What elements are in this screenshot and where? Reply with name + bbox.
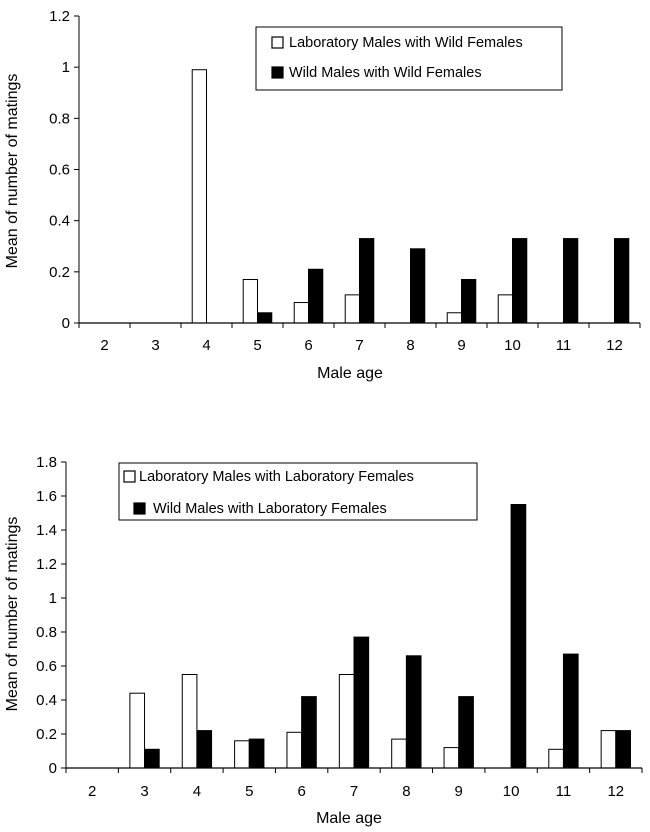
chart-top-legend-swatch-wild [271,66,284,79]
chart-bottom-y-tick-label: 0 [49,760,57,777]
chart-bottom-y-tick-label: 1.6 [36,488,57,505]
chart-bottom-legend-label-lab: Laboratory Males with Laboratory Females [139,469,414,485]
chart-bottom-x-tick-label: 8 [402,783,410,800]
chart-top-x-tick-label: 9 [457,337,465,354]
chart-top-bar-wild-age-5 [257,312,273,324]
chart-bottom-x-tick-label: 9 [455,783,463,800]
chart-bottom-bar-wild-age-6 [301,696,317,769]
chart-top-bar-wild-age-11 [563,238,579,324]
chart-bottom-y-tick-label: 1 [49,590,57,607]
chart-bottom-bar-lab-age-9 [443,747,460,769]
chart-bottom-x-tick-label: 6 [297,783,305,800]
chart-top-y-axis-label: Mean of number of matings [4,74,21,269]
chart-bottom-bar-wild-age-5 [248,738,265,769]
chart-bottom-x-tick-label: 11 [556,783,572,800]
chart-bottom-y-tick-label: 0.6 [36,658,57,675]
chart-bottom-bar-wild-age-10 [510,504,527,769]
chart-bottom-bar-lab-age-6 [286,731,303,769]
chart-top-y-tick-label: 0 [62,315,70,332]
chart-top-x-tick-label: 6 [304,337,312,354]
chart-bottom-bar-lab-age-11 [548,748,564,769]
chart-top-bar-lab-age-9 [446,312,463,324]
chart-top-bar-wild-age-12 [614,238,630,324]
chart-top-bar-lab-age-5 [242,279,259,324]
chart-bottom-y-axis-label: Mean of number of matings [4,517,21,712]
chart-bottom-y-tick-label: 0.8 [36,624,57,641]
chart-bottom-bar-wild-age-12 [615,730,631,769]
chart-bottom-legend-swatch-lab [123,470,136,483]
chart-bottom-x-axis-label: Male age [316,810,382,827]
chart-bottom-bar-lab-age-8 [391,738,407,769]
chart-top-y-tick-label: 0.8 [49,110,70,127]
chart-top: Mean of number of matings Male age 00.20… [4,8,641,382]
chart-top-x-tick-label: 5 [253,337,261,354]
chart-top-y-tick-label: 0.4 [49,213,70,230]
chart-bottom-bar-lab-age-12 [600,730,617,769]
chart-bottom-bar-wild-age-7 [353,636,370,769]
chart-bottom-bar-wild-age-9 [458,696,474,769]
chart-bottom-bar-wild-age-4 [196,730,213,769]
chart-top-x-tick-label: 11 [556,337,572,354]
chart-bottom-bar-lab-age-5 [234,740,250,769]
chart-bottom-bar-lab-age-7 [338,674,355,769]
chart-bottom-x-tick-label: 10 [503,783,520,800]
chart-top-bar-wild-age-8 [410,248,426,324]
chart-bottom-x-tick-label: 5 [245,783,253,800]
chart-bottom-bar-wild-age-11 [562,653,579,769]
chart-top-x-tick-label: 8 [406,337,414,354]
chart-bottom-y-tick-label: 0.4 [36,692,57,709]
chart-top-y-tick-label: 1.2 [49,8,70,25]
chart-top-x-tick-label: 10 [504,337,521,354]
chart-top-y-tick-label: 1 [62,59,70,76]
chart-top-plot-area: 0 0.2 0.4 0.6 0.8 1 1.2 2 3 4 5 6 7 8 9 10 11 12 [49,8,641,354]
chart-top-x-tick-label: 4 [202,337,210,354]
chart-top-x-tick-label: 2 [100,337,108,354]
chart-bottom-y-tick-label: 0.2 [36,726,57,743]
chart-top-bar-lab-age-6 [293,302,310,324]
chart-bottom-plot-area: 0 0.2 0.4 0.6 0.8 1 1.2 1.4 1.6 1.8 2 3 4 5 6 7 8 9 10 11 12 [36,454,643,800]
chart-bottom-y-tick-label: 1.4 [36,522,57,539]
chart-top-legend-box [255,26,563,91]
chart-bottom-y-tick-label: 1.8 [36,454,57,471]
chart-bottom-x-tick-label: 12 [607,783,624,800]
chart-bottom: Mean of number of matings Male age 00.20… [4,454,643,827]
chart-top-legend-label-wild: Wild Males with Wild Females [289,65,482,81]
chart-bottom-x-tick-label: 4 [193,783,201,800]
chart-bottom-bar-wild-age-8 [405,655,422,769]
chart-top-legend-label-lab: Laboratory Males with Wild Females [289,35,523,51]
chart-top-x-tick-label: 12 [606,337,623,354]
chart-top-x-axis-label: Male age [317,365,383,382]
chart-top-legend-swatch-lab [271,36,284,49]
chart-bottom-x-tick-label: 2 [88,783,96,800]
chart-bottom-y-tick-label: 1.2 [36,556,57,573]
chart-top-x-tick-label: 3 [151,337,159,354]
chart-top-bar-wild-age-6 [308,268,324,324]
chart-top-y-tick-label: 0.6 [49,162,70,179]
chart-top-bar-wild-age-9 [461,279,477,324]
chart-top-bar-wild-age-7 [359,238,375,324]
chart-top-bar-wild-age-10 [512,238,528,324]
chart-bottom-x-tick-label: 7 [350,783,358,800]
chart-bottom-legend-swatch-wild [133,502,146,515]
chart-top-legend: Laboratory Males with Wild Females Wild … [255,26,563,91]
chart-bottom-legend: Laboratory Males with Laboratory Females… [118,462,478,521]
chart-bottom-legend-label-wild: Wild Males with Laboratory Females [153,501,387,517]
chart-top-bar-lab-age-10 [497,294,514,324]
chart-bottom-x-tick-label: 3 [140,783,148,800]
chart-bottom-legend-box [118,462,478,521]
chart-bottom-bar-lab-age-4 [181,674,198,769]
chart-top-x-tick-label: 7 [355,337,363,354]
chart-top-bar-lab-age-4 [191,69,208,324]
chart-bottom-bar-wild-age-3 [144,748,160,769]
chart-bottom-bar-lab-age-3 [129,692,146,769]
chart-top-bar-lab-age-7 [344,294,361,324]
chart-top-y-tick-label: 0.2 [49,264,70,281]
